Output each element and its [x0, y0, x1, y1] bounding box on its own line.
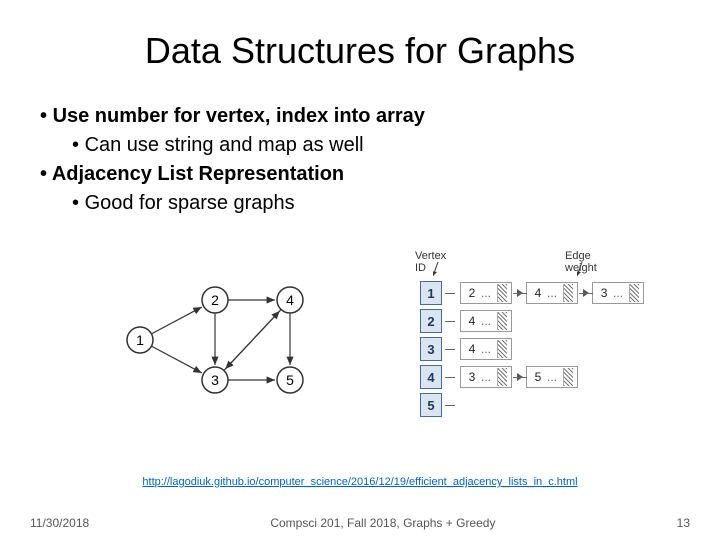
- graph-node-label: 2: [211, 292, 219, 308]
- graph-edge: [225, 309, 281, 369]
- graph-edge: [151, 346, 201, 373]
- hatch-icon: [497, 340, 507, 358]
- footer-date: 11/30/2018: [30, 516, 89, 530]
- bullet-1: Use number for vertex, index into array: [40, 102, 680, 131]
- edge-cell: 4...: [526, 282, 578, 304]
- hatch-icon: [629, 284, 639, 302]
- slide-footer: 11/30/2018 Compsci 201, Fall 2018, Graph…: [0, 516, 720, 530]
- edge-to: 5: [531, 370, 545, 384]
- edge-weight: ...: [547, 370, 557, 384]
- graph-node-label: 5: [286, 372, 294, 388]
- edge-to: 4: [531, 286, 545, 300]
- adj-row: 12...4...3...: [420, 280, 658, 306]
- edge-cell: 5...: [526, 366, 578, 388]
- vertex-id-cell: 3: [420, 337, 442, 361]
- edge-weight: ...: [481, 286, 491, 300]
- edge-weight: ...: [481, 314, 491, 328]
- adj-row: 5: [420, 392, 658, 418]
- graph-node-label: 3: [211, 372, 219, 388]
- edge-weight: ...: [481, 342, 491, 356]
- edge-to: 4: [465, 314, 479, 328]
- hatch-icon: [563, 368, 573, 386]
- edge-to: 4: [465, 342, 479, 356]
- adjacency-list-table: 12...4...3...24...34...43...5...5: [420, 280, 658, 420]
- vertex-id-cell: 4: [420, 365, 442, 389]
- edge-to: 3: [597, 286, 611, 300]
- hatch-icon: [497, 284, 507, 302]
- bullet-2a: Good for sparse graphs: [72, 189, 680, 218]
- edge-cell: 3...: [592, 282, 644, 304]
- bullet-list: Use number for vertex, index into array …: [40, 102, 680, 218]
- edge-cell: 4...: [460, 338, 512, 360]
- diagram-area: 12345 Vertex ID Edge weight 12...4...3..…: [0, 280, 720, 440]
- edge-cell: 4...: [460, 310, 512, 332]
- edge-weight: ...: [547, 286, 557, 300]
- edge-to: 2: [465, 286, 479, 300]
- edge-weight: ...: [481, 370, 491, 384]
- bullet-2: Adjacency List Representation: [40, 160, 680, 189]
- edge-weight-arrow-icon: [577, 262, 597, 280]
- graph-edge: [151, 307, 201, 334]
- edge-cell: 2...: [460, 282, 512, 304]
- hatch-icon: [497, 368, 507, 386]
- adj-row: 43...5...: [420, 364, 658, 390]
- bullet-1a: Can use string and map as well: [72, 131, 680, 160]
- graph-node-label: 4: [286, 292, 294, 308]
- hatch-icon: [563, 284, 573, 302]
- footer-page: 13: [677, 516, 690, 530]
- vertex-id-cell: 1: [420, 281, 442, 305]
- slide-title: Data Structures for Graphs: [40, 30, 680, 72]
- source-link-line: http://lagodiuk.github.io/computer_scien…: [0, 476, 720, 488]
- adj-row: 2 4...: [420, 308, 658, 334]
- vertex-id-arrow-icon: [433, 262, 453, 280]
- footer-course: Compsci 201, Fall 2018, Graphs + Greedy: [89, 516, 676, 530]
- adj-row: 3 4...: [420, 336, 658, 362]
- edge-weight: ...: [613, 286, 623, 300]
- graph-node-label: 1: [136, 332, 144, 348]
- source-link[interactable]: http://lagodiuk.github.io/computer_scien…: [142, 476, 577, 488]
- vertex-id-cell: 5: [420, 393, 442, 417]
- graph-diagram: 1 2 3 4 5: [120, 280, 340, 420]
- hatch-icon: [497, 312, 507, 330]
- edge-to: 3: [465, 370, 479, 384]
- edge-cell: 3...: [460, 366, 512, 388]
- slide: Data Structures for Graphs Use number fo…: [0, 0, 720, 540]
- vertex-id-cell: 2: [420, 309, 442, 333]
